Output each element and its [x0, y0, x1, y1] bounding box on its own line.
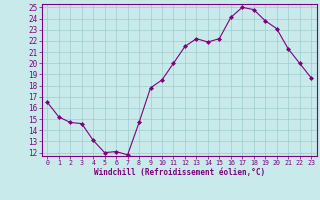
X-axis label: Windchill (Refroidissement éolien,°C): Windchill (Refroidissement éolien,°C)	[94, 168, 265, 177]
